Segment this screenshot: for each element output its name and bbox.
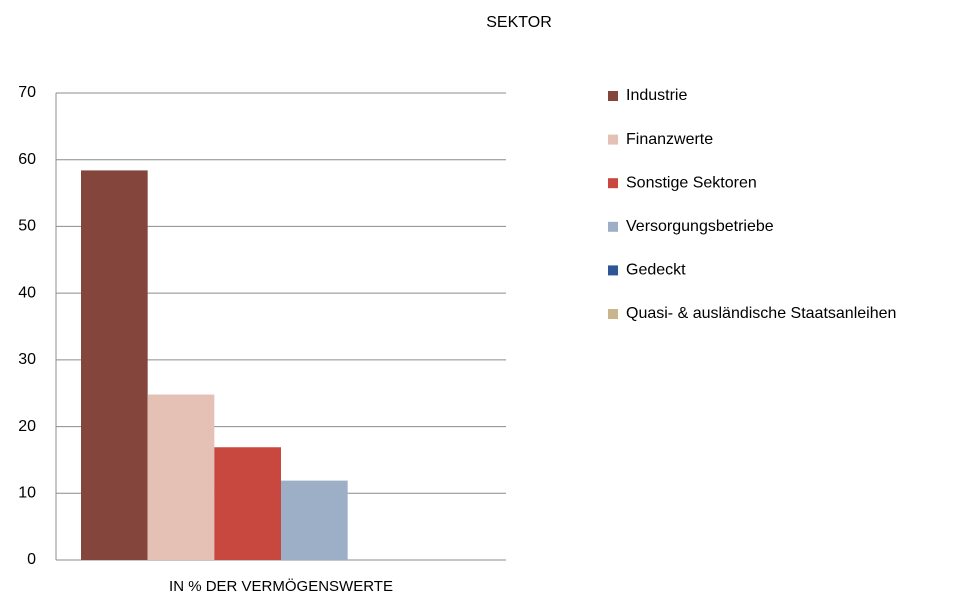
y-tick-label: 50	[18, 218, 36, 235]
legend-swatch	[608, 309, 618, 319]
y-tick-label: 60	[18, 151, 36, 168]
legend-swatch	[608, 178, 618, 189]
legend-label: Versorgungsbetriebe	[626, 218, 774, 235]
legend-swatch	[608, 134, 618, 145]
y-tick-label: 70	[18, 84, 36, 101]
y-tick-label: 30	[18, 351, 36, 368]
y-tick-label: 40	[18, 284, 36, 301]
y-tick-label: 0	[27, 551, 36, 568]
bar	[147, 394, 215, 560]
x-tick-label: IN % DER VERMÖGENSWERTE	[169, 577, 393, 595]
chart-title: SEKTOR	[486, 14, 552, 31]
legend-swatch	[608, 265, 618, 276]
legend-label: Industrie	[626, 87, 687, 104]
legend-label: Sonstige Sektoren	[626, 174, 757, 191]
legend-label: Quasi- & ausländische Staatsanleihen	[626, 305, 896, 322]
legend-label: Gedeckt	[626, 262, 686, 279]
legend-swatch	[608, 91, 618, 101]
bar	[81, 170, 148, 561]
bar	[214, 447, 281, 560]
legend-label: Finanzwerte	[626, 131, 713, 148]
y-tick-label: 10	[18, 485, 36, 502]
bar	[281, 480, 348, 560]
y-tick-label: 20	[18, 418, 36, 435]
legend-swatch	[608, 221, 618, 232]
